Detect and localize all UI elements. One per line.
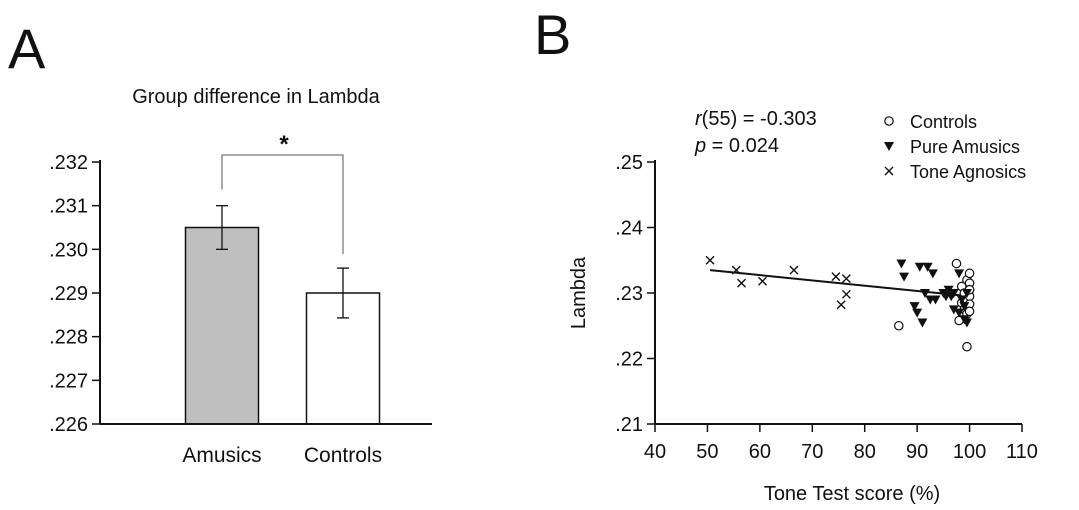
x-tick-label: 70 bbox=[801, 441, 823, 463]
panel-a-label: A bbox=[8, 17, 46, 80]
scatter-legend: Controls Pure Amusics Tone Agnosics bbox=[884, 112, 1026, 182]
legend-marker-circle bbox=[884, 116, 894, 126]
point-x bbox=[757, 276, 767, 286]
scatter-y-axis: .21 .22 .23 .24 .25 bbox=[615, 152, 655, 436]
point-triangle-down bbox=[914, 262, 925, 272]
scatter-axes bbox=[654, 160, 1022, 425]
point-triangle-down bbox=[920, 289, 931, 298]
significance-star: * bbox=[279, 131, 289, 158]
point-triangle-down bbox=[927, 269, 938, 279]
point-triangle-down bbox=[948, 289, 959, 298]
point-x bbox=[731, 265, 741, 275]
correlation-r-value: (55) = -0.303 bbox=[702, 108, 817, 130]
correlation-p: p = 0.024 bbox=[694, 135, 779, 157]
x-tick-label: 110 bbox=[1006, 441, 1038, 463]
correlation-r-symbol: r bbox=[695, 108, 703, 130]
scatter-y-label: Lambda bbox=[568, 256, 590, 329]
y-tick-label: .23 bbox=[615, 283, 643, 305]
y-tick-label: .21 bbox=[615, 414, 643, 436]
category-label: Amusics bbox=[182, 444, 261, 467]
correlation-p-symbol: p bbox=[694, 135, 706, 157]
point-x bbox=[831, 272, 841, 282]
significance-bracket: * bbox=[221, 131, 344, 255]
y-tick-label: .231 bbox=[49, 196, 88, 218]
point-triangle-down bbox=[954, 269, 965, 279]
point-circle bbox=[964, 306, 975, 317]
point-triangle-down bbox=[959, 302, 970, 312]
point-circle bbox=[964, 268, 975, 279]
bracket-line bbox=[221, 154, 344, 255]
x-tick-label: 90 bbox=[906, 441, 928, 463]
y-tick-label: .22 bbox=[615, 349, 643, 371]
legend-marker-triangle-down bbox=[884, 142, 894, 151]
legend-label: Tone Agnosics bbox=[910, 162, 1026, 182]
bar-chart-bars bbox=[184, 226, 381, 425]
point-triangle-down bbox=[899, 272, 910, 282]
point-circle bbox=[962, 341, 972, 352]
x-tick-label: 100 bbox=[953, 441, 986, 463]
point-triangle-down bbox=[948, 305, 959, 315]
scatter-points bbox=[705, 255, 975, 352]
legend-label: Controls bbox=[910, 112, 977, 132]
point-circle bbox=[951, 258, 962, 269]
y-tick-label: .232 bbox=[49, 152, 88, 174]
point-triangle-down bbox=[930, 295, 941, 305]
point-circle bbox=[893, 320, 904, 331]
point-x bbox=[705, 255, 715, 265]
bar-amusics bbox=[184, 226, 260, 425]
bar-chart-categories: Amusics Controls bbox=[182, 444, 382, 467]
y-tick-label: .24 bbox=[615, 218, 643, 240]
x-tick-label: 60 bbox=[749, 441, 771, 463]
point-triangle-down bbox=[896, 259, 907, 269]
bar-chart-error-bars bbox=[216, 205, 349, 319]
point-triangle-down bbox=[922, 262, 933, 272]
point-triangle-down bbox=[917, 318, 928, 328]
y-tick-label: .227 bbox=[49, 370, 88, 392]
point-triangle-down bbox=[943, 285, 954, 295]
y-tick-label: .229 bbox=[49, 283, 88, 305]
y-tick-label: .228 bbox=[49, 327, 88, 349]
point-triangle-down bbox=[954, 308, 965, 318]
panel-a: A Group difference in Lambda .226.227.22… bbox=[8, 17, 432, 467]
point-x bbox=[841, 274, 851, 284]
category-label: Controls bbox=[304, 444, 382, 467]
y-tick-label: .230 bbox=[49, 239, 88, 261]
panel-b: B r(55) = -0.303 p = 0.024 Controls Pure … bbox=[534, 3, 1038, 505]
bar-chart-title: Group difference in Lambda bbox=[132, 86, 380, 108]
legend-label: Pure Amusics bbox=[910, 137, 1020, 157]
panel-b-label: B bbox=[534, 3, 571, 66]
x-tick-label: 50 bbox=[696, 441, 718, 463]
correlation-r: r(55) = -0.303 bbox=[695, 108, 817, 130]
scatter-x-label: Tone Test score (%) bbox=[764, 483, 940, 505]
bar-chart-y-axis: .226 .227 .228 .229 .230 .231 .232 bbox=[49, 152, 100, 436]
x-tick-label: 40 bbox=[644, 441, 666, 463]
point-x bbox=[789, 265, 799, 275]
y-tick-label: .226 bbox=[49, 414, 88, 436]
x-tick-label: 80 bbox=[854, 441, 876, 463]
point-triangle-down bbox=[912, 308, 923, 318]
correlation-p-value: = 0.024 bbox=[706, 135, 779, 157]
scatter-x-axis: 40 50 60 70 80 90 100 110 bbox=[644, 424, 1038, 463]
point-triangle-down bbox=[956, 295, 967, 305]
point-triangle-down bbox=[961, 289, 972, 298]
point-triangle-down bbox=[909, 302, 920, 312]
point-triangle-down bbox=[961, 318, 972, 328]
point-x bbox=[737, 278, 747, 288]
y-tick-label: .25 bbox=[615, 152, 643, 174]
bar-chart-axes bbox=[99, 160, 432, 425]
point-x bbox=[841, 289, 851, 299]
point-x bbox=[836, 300, 846, 310]
legend-marker-x bbox=[884, 166, 894, 176]
